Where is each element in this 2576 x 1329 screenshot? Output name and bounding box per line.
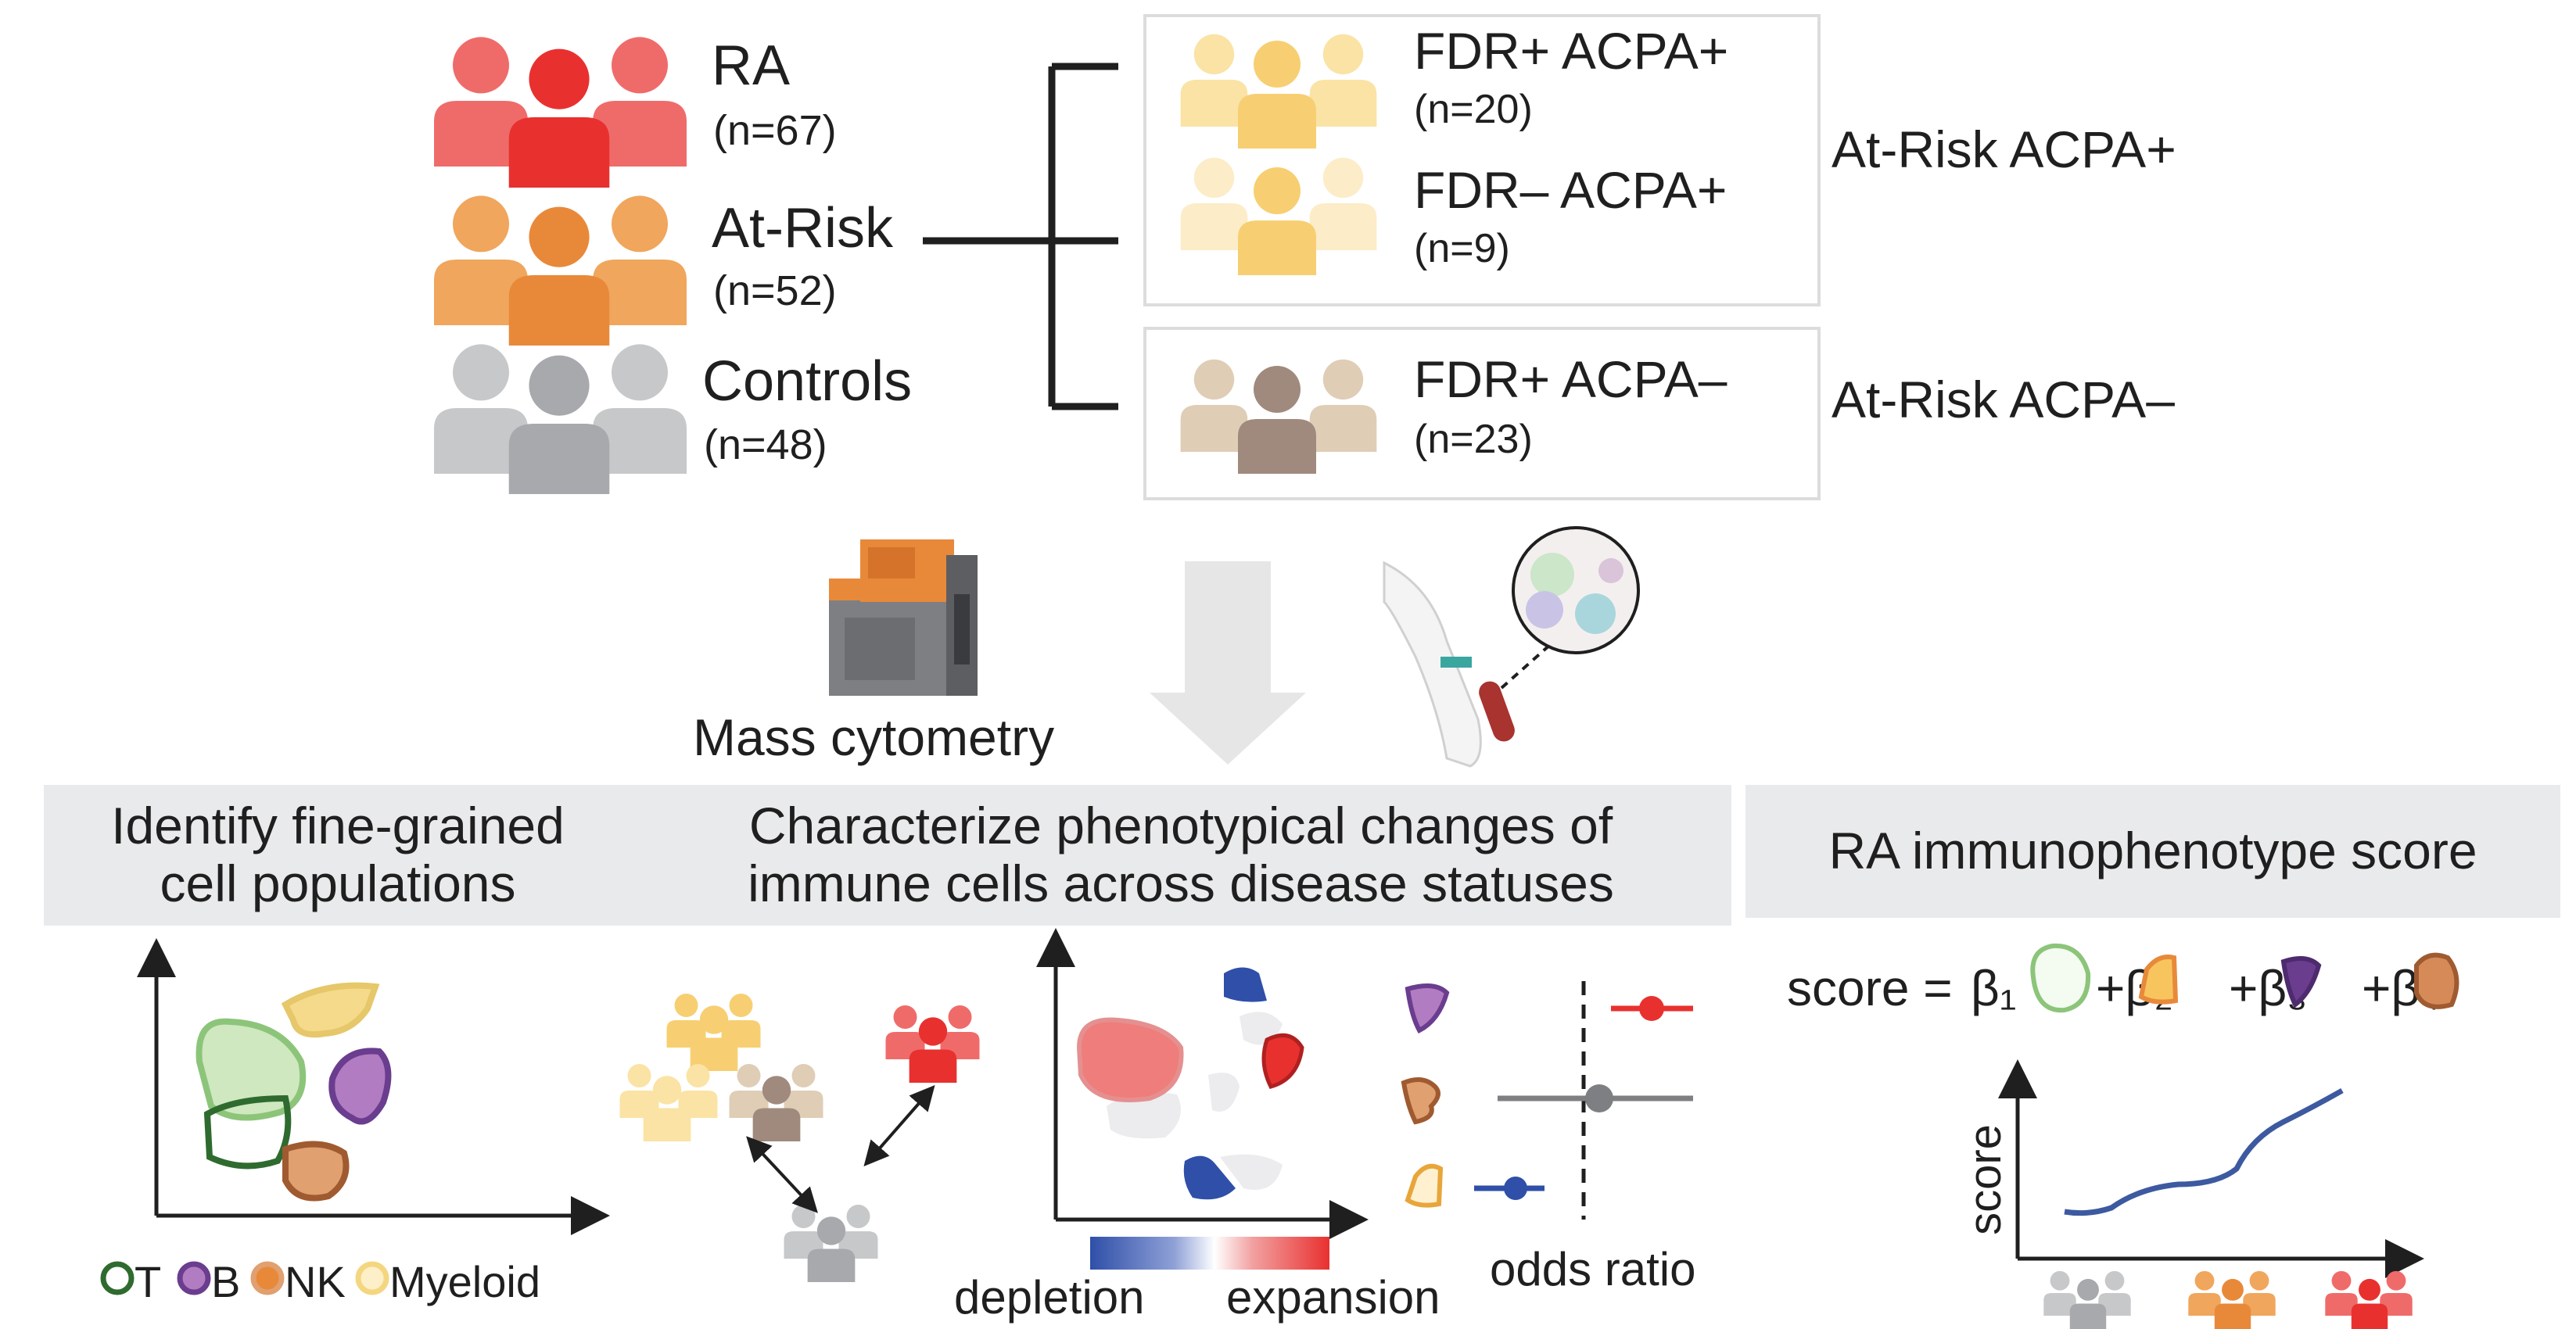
formula-cell-icons bbox=[2030, 943, 2459, 1013]
depleted-cluster-top bbox=[1224, 967, 1267, 1002]
differential-plot bbox=[1036, 928, 1369, 1239]
myeloid-cluster bbox=[281, 982, 380, 1038]
blood-draw-icon bbox=[1383, 526, 1640, 768]
odds-row-3-cell-icon bbox=[1405, 1163, 1444, 1208]
down-arrow-icon bbox=[1150, 561, 1306, 765]
odds-ratio-label: odds ratio bbox=[1490, 1243, 1696, 1295]
legend-b-label: B bbox=[211, 1257, 241, 1306]
comparison-people-icons bbox=[619, 994, 980, 1282]
banner-characterize-text: Characterize phenotypical changes of imm… bbox=[748, 797, 1614, 912]
fdr-neg-acpa-pos-people-icon bbox=[1180, 157, 1377, 275]
legend-nk-swatch bbox=[250, 1261, 285, 1295]
acpa-pos-light-people-icon bbox=[619, 1064, 718, 1141]
gradient-left-label: depletion bbox=[954, 1271, 1145, 1324]
banner-identify-text: Identify fine-grained cell populations bbox=[111, 797, 565, 912]
fdr-pos-acpa-pos-people-icon bbox=[1180, 34, 1377, 149]
cluster-plot bbox=[137, 938, 610, 1235]
formula-myeloid-icon bbox=[2138, 955, 2179, 1005]
at-risk-acpa-negative-label: At-Risk ACPA– bbox=[1832, 371, 2175, 428]
odds-row-2-cell-icon bbox=[1401, 1077, 1440, 1125]
b-cell-cluster bbox=[328, 1048, 392, 1125]
gradient-right-label: expansion bbox=[1226, 1271, 1440, 1324]
formula-term-1: β₁ bbox=[1971, 960, 2017, 1016]
formula-b-cell-icon bbox=[2280, 956, 2322, 1008]
group-ra-n: (n=67) bbox=[713, 107, 837, 154]
legend-t-label: T bbox=[135, 1257, 162, 1306]
banner-characterize: Characterize phenotypical changes of imm… bbox=[630, 785, 1731, 926]
acpa-pos-people-icon bbox=[666, 994, 761, 1071]
gradient-bar bbox=[1090, 1237, 1329, 1270]
ra-small-people-icon bbox=[885, 1005, 980, 1083]
score-axis-label: score bbox=[1959, 1124, 2011, 1235]
legend-nk-label: NK bbox=[285, 1257, 346, 1306]
legend-myeloid-label: Myeloid bbox=[389, 1257, 540, 1306]
formula-nk-icon bbox=[2414, 952, 2459, 1009]
acpa-neg-people-icon bbox=[729, 1064, 823, 1141]
banner-identify: Identify fine-grained cell populations bbox=[44, 785, 632, 926]
formula-prefix: score = bbox=[1787, 960, 1953, 1016]
controls-small-people-icon bbox=[784, 1205, 878, 1282]
t-cell-cluster bbox=[196, 1018, 307, 1121]
depleted-cluster-bottom bbox=[1183, 1155, 1236, 1200]
group-ra-label: RA bbox=[712, 34, 791, 97]
legend-b-swatch bbox=[177, 1261, 211, 1295]
t-cell-cluster-dark bbox=[203, 1094, 292, 1170]
mass-cytometer-icon bbox=[829, 539, 978, 696]
subgroup-fdr-pos-acpa-pos-n: (n=20) bbox=[1414, 87, 1533, 132]
legend-t-swatch bbox=[100, 1261, 135, 1295]
banner-score-text: RA immunophenotype score bbox=[1828, 822, 2477, 880]
formula-t-cell-icon bbox=[2030, 943, 2091, 1013]
subgroup-fdr-neg-acpa-pos-n: (n=9) bbox=[1414, 226, 1510, 271]
compare-arrow-right bbox=[863, 1084, 935, 1167]
bracket-lines bbox=[923, 63, 1118, 410]
subgroup-fdr-pos-acpa-neg-n: (n=23) bbox=[1414, 417, 1533, 462]
legend-swatches bbox=[100, 1261, 389, 1295]
group-at-risk-n: (n=52) bbox=[713, 267, 837, 314]
expanded-cluster-large bbox=[1076, 1017, 1184, 1102]
odds-ratio-plot bbox=[1401, 981, 1693, 1220]
subgroup-fdr-pos-acpa-neg-label: FDR+ ACPA– bbox=[1414, 350, 1727, 408]
group-at-risk-label: At-Risk bbox=[712, 197, 893, 260]
banner-score: RA immunophenotype score bbox=[1745, 785, 2560, 918]
score-axis-people-icons bbox=[2043, 1270, 2413, 1329]
group-controls-label: Controls bbox=[702, 350, 913, 413]
expanded-cluster-small bbox=[1261, 1033, 1304, 1089]
subgroup-fdr-neg-acpa-pos-label: FDR– ACPA+ bbox=[1414, 161, 1727, 219]
fdr-pos-acpa-neg-people-icon bbox=[1180, 359, 1377, 474]
subgroup-icons bbox=[1180, 34, 1377, 474]
group-controls-n: (n=48) bbox=[704, 421, 827, 468]
at-risk-acpa-positive-label: At-Risk ACPA+ bbox=[1832, 120, 2176, 178]
odds-row-1-cell-icon bbox=[1405, 983, 1450, 1034]
legend-myeloid-swatch bbox=[355, 1261, 389, 1295]
score-trend-line bbox=[2064, 1087, 2344, 1216]
group-icons bbox=[434, 37, 1118, 494]
compare-arrow-left bbox=[746, 1136, 818, 1213]
method-label: Mass cytometry bbox=[693, 708, 1055, 766]
nk-cluster bbox=[282, 1141, 350, 1202]
score-plot bbox=[1998, 1059, 2424, 1278]
subgroup-fdr-pos-acpa-pos-label: FDR+ ACPA+ bbox=[1414, 22, 1729, 80]
